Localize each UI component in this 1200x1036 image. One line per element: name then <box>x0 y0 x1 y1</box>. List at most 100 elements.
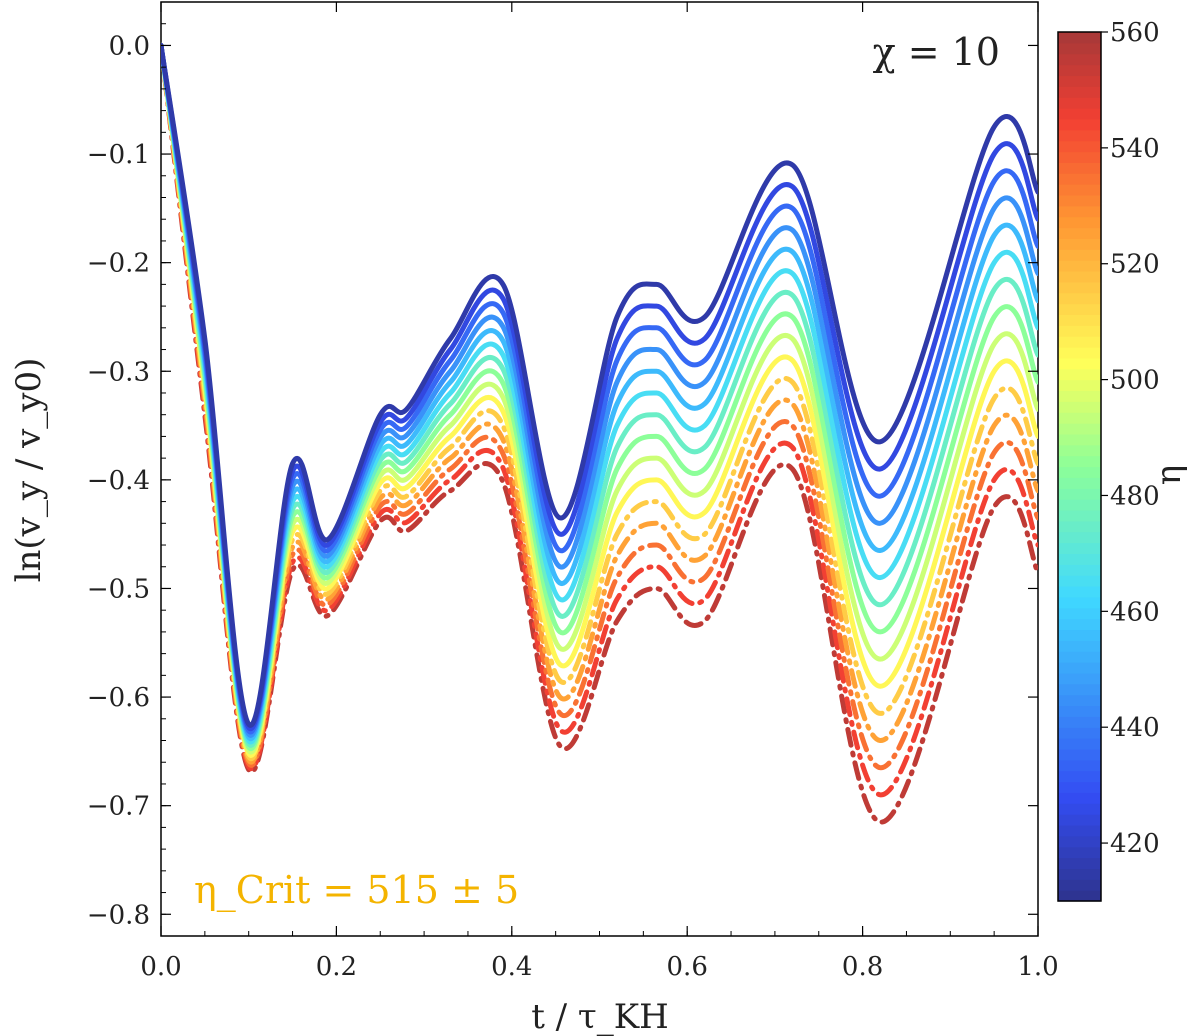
colorbar-segment <box>1058 857 1101 870</box>
colorbar-segment <box>1058 748 1101 761</box>
colorbar-segment <box>1058 303 1101 316</box>
y-tick-label: −0.6 <box>87 683 150 713</box>
colorbar-segment <box>1058 792 1101 804</box>
colorbar-segment <box>1058 488 1101 500</box>
colorbar-segment <box>1058 194 1101 207</box>
y-tick-label: −0.3 <box>87 357 150 387</box>
colorbar-segment <box>1058 770 1101 783</box>
series-group <box>161 42 1038 825</box>
colorbar-segment <box>1058 716 1101 728</box>
colorbar-segment <box>1058 846 1101 859</box>
y-tick-label: 0.0 <box>109 31 150 61</box>
colorbar-segment <box>1058 151 1101 163</box>
colorbar-segment <box>1058 879 1101 891</box>
colorbar-segment <box>1058 390 1101 402</box>
colorbar-segment <box>1058 542 1101 554</box>
colorbar-segment <box>1058 596 1101 609</box>
colorbar-segment <box>1058 651 1101 663</box>
chi-annotation: χ = 10 <box>873 30 1000 74</box>
colorbar-segment <box>1058 672 1101 685</box>
colorbar-segment <box>1058 368 1101 381</box>
colorbar-segment <box>1058 531 1101 544</box>
colorbar-segment <box>1058 75 1101 87</box>
colorbar-segment <box>1058 520 1101 533</box>
x-axis-label: t / τ_KH <box>531 997 669 1036</box>
series-line-eta-455 <box>161 42 1038 742</box>
colorbar-segment <box>1058 336 1101 348</box>
colorbar-segment <box>1058 401 1101 413</box>
colorbar-tick-label: 460 <box>1110 597 1160 627</box>
colorbar-segment <box>1058 575 1101 587</box>
colorbar-segment <box>1058 227 1101 239</box>
x-tick-label: 0.4 <box>491 952 532 982</box>
colorbar-segment <box>1058 86 1101 98</box>
colorbar-segment <box>1058 683 1101 696</box>
colorbar-segment <box>1058 738 1101 750</box>
colorbar-segment <box>1058 868 1101 880</box>
colorbar-segment <box>1058 564 1101 576</box>
colorbar-segment <box>1058 238 1101 250</box>
colorbar-tick-label: 520 <box>1110 250 1160 280</box>
colorbar-segment <box>1058 509 1101 522</box>
colorbar-segment <box>1058 184 1101 196</box>
colorbar-segment <box>1058 466 1101 478</box>
colorbar-segment <box>1058 140 1101 153</box>
y-tick-label: −0.7 <box>87 792 150 822</box>
colorbar-label: η <box>1149 465 1189 485</box>
colorbar-segment <box>1058 455 1101 468</box>
x-tick-label: 0.2 <box>316 952 357 982</box>
colorbar-tick-label: 540 <box>1110 134 1160 164</box>
colorbar-segment <box>1058 499 1101 511</box>
colorbar-segment <box>1058 118 1101 131</box>
colorbar-segment <box>1058 423 1101 435</box>
x-tick-label: 0.0 <box>140 952 181 982</box>
y-axis-label: ln(v_y / v_y0) <box>9 358 49 583</box>
series-line-eta-415 <box>161 42 1038 728</box>
colorbar-segment <box>1058 325 1101 337</box>
colorbar-segment <box>1058 314 1101 326</box>
colorbar-segment <box>1058 270 1101 283</box>
colorbar-segment <box>1058 379 1101 392</box>
colorbar-segment <box>1058 814 1101 826</box>
y-ticks: 0.0 −0.1 −0.2 −0.3 −0.4 −0.5 −0.6 −0.7 −0.8 <box>87 23 1038 937</box>
colorbar-tick-label: 480 <box>1110 481 1160 511</box>
colorbar-segment <box>1058 205 1101 218</box>
colorbar-segment <box>1058 662 1101 674</box>
y-tick-label: −0.1 <box>87 140 150 170</box>
colorbar-segment <box>1058 249 1101 261</box>
colorbar-segment <box>1058 640 1101 652</box>
colorbar-segment <box>1058 835 1101 848</box>
colorbar-segment <box>1058 281 1101 294</box>
colorbar-segment <box>1058 260 1101 272</box>
colorbar-segment <box>1058 216 1101 229</box>
colorbar: 420 440 460 480 500 520 540 560 <box>1057 18 1160 902</box>
colorbar-segment <box>1058 890 1101 902</box>
colorbar-segment <box>1058 32 1101 44</box>
colorbar-segment <box>1058 64 1101 77</box>
colorbar-segment <box>1058 347 1101 359</box>
x-tick-label: 0.8 <box>842 952 883 982</box>
colorbar-segment <box>1058 585 1101 598</box>
colorbar-segment <box>1058 173 1101 185</box>
colorbar-segment <box>1058 727 1101 739</box>
x-tick-label: 1.0 <box>1017 952 1058 982</box>
colorbar-segment <box>1058 607 1101 620</box>
colorbar-segment <box>1058 53 1101 66</box>
eta-crit-annotation: η_Crit = 515 ± 5 <box>194 868 519 913</box>
colorbar-segment <box>1058 618 1101 631</box>
colorbar-frame <box>1057 31 1102 902</box>
colorbar-segment <box>1058 42 1101 55</box>
y-tick-label: −0.4 <box>87 466 150 496</box>
colorbar-segment <box>1058 705 1101 717</box>
colorbar-segment <box>1058 803 1101 815</box>
colorbar-segment <box>1058 629 1101 641</box>
colorbar-segment <box>1058 824 1101 837</box>
colorbar-segment <box>1058 412 1101 424</box>
colorbar-segment <box>1058 477 1101 489</box>
colorbar-segment <box>1058 162 1101 174</box>
x-ticks: 0.0 0.2 0.4 0.6 0.8 1.0 <box>140 2 1059 982</box>
colorbar-segment <box>1058 433 1101 446</box>
colorbar-segment <box>1058 781 1101 793</box>
colorbar-tick-label: 560 <box>1110 18 1160 48</box>
colorbar-segment <box>1058 97 1101 109</box>
